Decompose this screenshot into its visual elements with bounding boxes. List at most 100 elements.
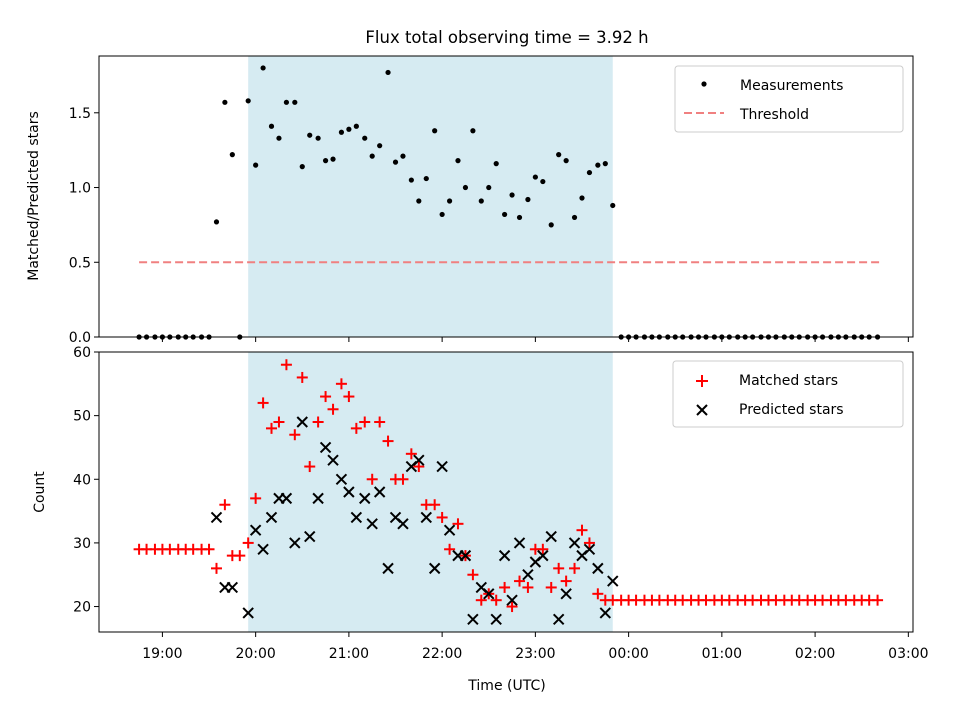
predicted-star-point (249, 524, 262, 536)
measurement-point (595, 162, 601, 168)
matched-star-point (280, 359, 292, 371)
measurement-point (392, 159, 399, 165)
measurement-point (586, 169, 593, 176)
measurement-point (330, 156, 336, 162)
matched-star-point (382, 435, 394, 447)
matched-star-point (475, 594, 487, 606)
y-tick-label: 30 (73, 536, 91, 552)
legend-measurement-marker (701, 81, 707, 87)
measurement-point (610, 202, 616, 209)
predicted-star-point (304, 530, 316, 543)
matched-star-point (537, 543, 549, 555)
matched-star-point (467, 569, 479, 581)
x-tick-label: 19:00 (142, 646, 182, 662)
predicted-star-point (312, 492, 324, 505)
predicted-star-point (226, 581, 239, 594)
measurement-point (579, 195, 585, 201)
predicted-star-point (319, 441, 332, 454)
measurement-point (338, 129, 345, 135)
bottom-y-axis-label: Count (32, 471, 48, 513)
matched-star-point (452, 518, 464, 530)
y-tick-label: 40 (73, 472, 91, 488)
measurement-point (400, 153, 406, 159)
observing-window-top (248, 56, 613, 337)
predicted-star-point (296, 416, 308, 428)
predicted-star-point (242, 607, 254, 619)
matched-star-point (514, 575, 526, 587)
predicted-star-point (366, 518, 378, 530)
measurement-point (416, 198, 422, 204)
predicted-star-point (343, 486, 355, 498)
measurement-point (571, 214, 578, 221)
x-tick-label: 01:00 (702, 646, 742, 662)
measurement-point (283, 99, 290, 105)
measurement-point (408, 177, 414, 183)
matched-star-point (506, 601, 518, 613)
x-tick-label: 00:00 (608, 646, 648, 662)
matched-star-point (327, 403, 339, 415)
predicted-star-point (506, 594, 518, 606)
measurement-point (353, 123, 359, 129)
matched-star-point (350, 422, 362, 434)
matched-star-point (499, 581, 511, 593)
matched-star-point (320, 391, 332, 403)
measurement-point (439, 211, 445, 218)
matched-star-point (444, 543, 456, 555)
y-tick-label: 1.0 (69, 181, 91, 197)
predicted-star-point (428, 562, 441, 575)
measurement-point (532, 174, 538, 180)
top-panel: 0.0 0.5 1.0 1.5 Matched/Predicted stars Mea… (26, 55, 914, 346)
y-tick-label: 50 (73, 409, 91, 425)
predicted-star-point (607, 575, 619, 587)
matched-star-point (413, 461, 425, 473)
legend-predicted-marker (696, 404, 708, 416)
predicted-star-point (592, 562, 604, 575)
predicted-star-point (210, 511, 223, 524)
matched-star-point (312, 416, 324, 428)
predicted-star-point (467, 613, 479, 625)
top-axes-frame (98, 55, 914, 338)
top-legend: Measurements Threshold (674, 65, 904, 133)
matched-star-point (359, 416, 371, 428)
measurement-point (478, 198, 484, 204)
matched-stars-points (133, 359, 884, 613)
matched-star-point (210, 562, 222, 574)
predicted-star-point (289, 537, 301, 549)
matched-star-point (289, 429, 301, 441)
bottom-axes-frame (98, 351, 914, 633)
y-tick-label: 1.5 (69, 106, 91, 122)
measurement-point (213, 219, 220, 225)
x-tick-label: 02:00 (795, 646, 835, 662)
predicted-star-point (373, 486, 386, 498)
matched-star-point (242, 537, 254, 549)
bottom-y-axis: 20 30 40 50 60 (73, 345, 99, 616)
measurement-point (563, 158, 569, 164)
matched-star-point (250, 492, 262, 504)
measurement-point (502, 211, 508, 218)
predicted-star-point (443, 524, 456, 536)
measurement-point (446, 198, 453, 204)
chart-title: Flux total observing time = 3.92 h (365, 28, 648, 47)
measurement-point (268, 123, 275, 129)
bottom-x-axis: 19:00 20:00 21:00 22:00 23:00 00:00 01:00 02:00… (142, 632, 929, 662)
measurement-point (229, 152, 235, 158)
measurement-point (307, 132, 313, 138)
matched-star-point (397, 473, 409, 485)
matched-star-point (583, 537, 595, 549)
matched-star-point (335, 378, 347, 390)
measurement-point (602, 161, 608, 167)
predicted-star-point (483, 588, 495, 600)
predicted-star-point (257, 543, 269, 555)
matched-star-point (219, 499, 231, 511)
matched-star-point (545, 581, 557, 593)
measurement-point (346, 126, 352, 132)
predicted-star-point (350, 511, 363, 524)
y-tick-label: 60 (73, 345, 91, 361)
matched-star-point (366, 473, 378, 485)
predicted-star-point (599, 607, 612, 619)
predicted-star-point (413, 454, 425, 466)
predicted-star-point (382, 562, 394, 575)
measurement-point (423, 175, 429, 182)
predicted-star-point (568, 537, 581, 549)
